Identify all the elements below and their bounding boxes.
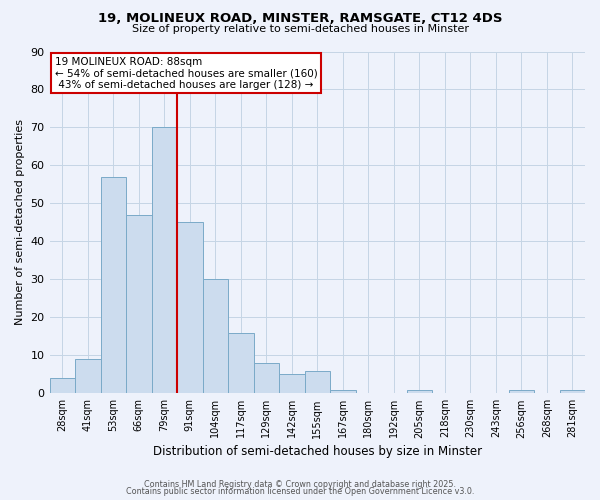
Bar	[407, 390, 432, 394]
Text: 19 MOLINEUX ROAD: 88sqm
← 54% of semi-detached houses are smaller (160)
 43% of : 19 MOLINEUX ROAD: 88sqm ← 54% of semi-de…	[55, 56, 317, 90]
Bar	[330, 390, 356, 394]
Bar	[254, 363, 279, 394]
Bar	[75, 359, 101, 394]
Text: Size of property relative to semi-detached houses in Minster: Size of property relative to semi-detach…	[131, 24, 469, 34]
Bar	[203, 280, 228, 394]
Text: 19, MOLINEUX ROAD, MINSTER, RAMSGATE, CT12 4DS: 19, MOLINEUX ROAD, MINSTER, RAMSGATE, CT…	[98, 12, 502, 26]
Y-axis label: Number of semi-detached properties: Number of semi-detached properties	[15, 120, 25, 326]
Bar	[560, 390, 585, 394]
Bar	[101, 177, 126, 394]
Bar	[509, 390, 534, 394]
Bar	[177, 222, 203, 394]
Text: Contains HM Land Registry data © Crown copyright and database right 2025.: Contains HM Land Registry data © Crown c…	[144, 480, 456, 489]
Bar	[279, 374, 305, 394]
Bar	[50, 378, 75, 394]
Text: Contains public sector information licensed under the Open Government Licence v3: Contains public sector information licen…	[126, 488, 474, 496]
Bar	[305, 370, 330, 394]
Bar	[228, 332, 254, 394]
X-axis label: Distribution of semi-detached houses by size in Minster: Distribution of semi-detached houses by …	[153, 444, 482, 458]
Bar	[152, 128, 177, 394]
Bar	[126, 215, 152, 394]
